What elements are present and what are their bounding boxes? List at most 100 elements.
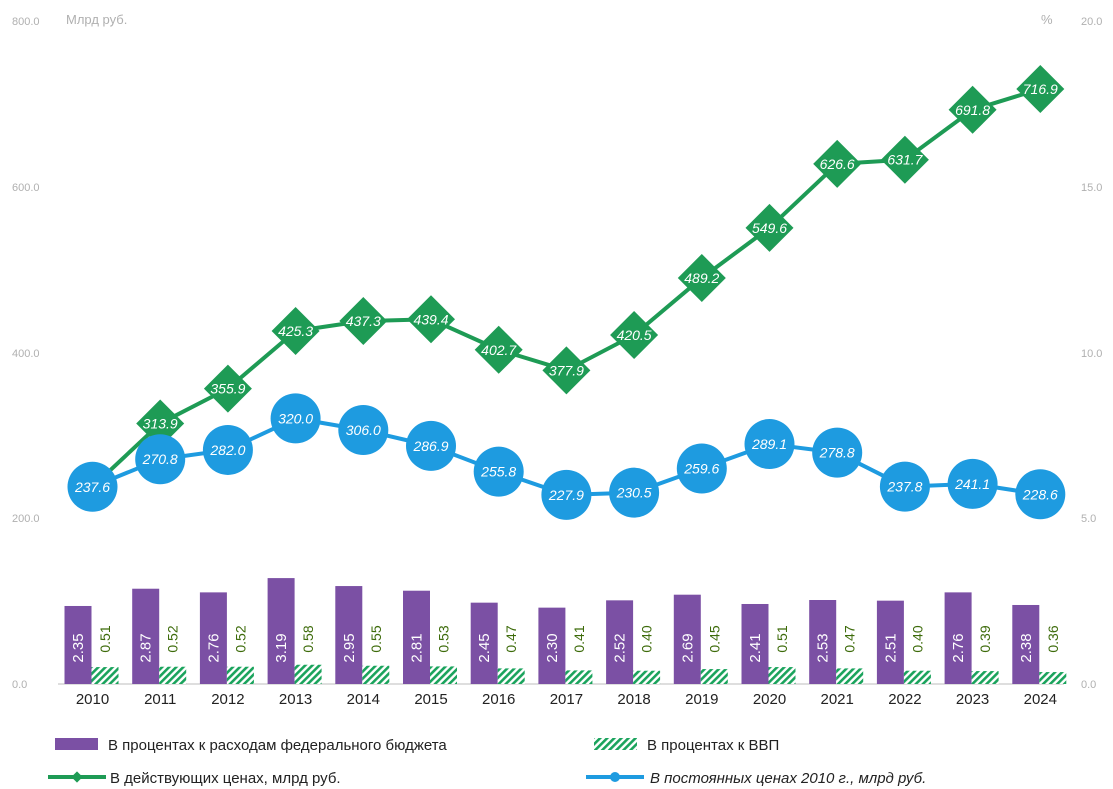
right-tick: 5.0 <box>1081 513 1096 525</box>
bar-gdp-share <box>700 669 728 684</box>
point-label-current-prices: 313.9 <box>143 415 178 431</box>
right-axis-unit: % <box>1041 12 1053 27</box>
left-tick: 0.0 <box>12 679 27 691</box>
bar-gdp-share <box>159 666 187 684</box>
bar-gdp-share <box>497 668 525 684</box>
bar-label-budget-share: 2.81 <box>409 633 426 662</box>
legend: В процентах к расходам федерального бюдж… <box>48 737 926 787</box>
point-constant-prices <box>541 469 592 520</box>
point-constant-prices <box>406 420 456 471</box>
point-label-constant-prices: 286.9 <box>412 438 448 454</box>
point-label-constant-prices: 282.0 <box>209 442 245 458</box>
left-tick: 800.0 <box>12 16 40 28</box>
legend-item-constant-prices[interactable]: В постоянных ценах 2010 г., млрд руб. <box>586 770 926 787</box>
point-label-constant-prices: 227.9 <box>548 487 584 503</box>
legend-item-budget-share[interactable]: В процентах к расходам федерального бюдж… <box>55 737 447 754</box>
right-axis-ticks: 0.0 5.0 10.0 15.0 20.0 <box>1081 16 1102 691</box>
left-axis-ticks: 0.0 200.0 400.0 600.0 800.0 <box>12 16 40 691</box>
point-current-prices <box>407 295 455 344</box>
point-label-current-prices: 631.7 <box>887 152 923 168</box>
right-tick: 0.0 <box>1081 679 1096 691</box>
left-tick: 400.0 <box>12 348 40 360</box>
bar-label-budget-share: 2.38 <box>1018 633 1035 662</box>
point-constant-prices <box>676 443 727 494</box>
bar-label-gdp-share: 0.47 <box>842 625 858 652</box>
bar-budget-share <box>538 607 566 684</box>
bar-budget-share <box>199 592 227 684</box>
point-label-current-prices: 439.4 <box>413 311 448 327</box>
point-label-constant-prices: 278.8 <box>819 445 855 461</box>
point-label-constant-prices: 259.6 <box>683 461 719 477</box>
x-tick-label: 2014 <box>347 691 380 708</box>
bar-gdp-share <box>362 665 390 684</box>
point-label-current-prices: 355.9 <box>210 381 245 397</box>
point-constant-prices <box>812 427 863 478</box>
point-label-constant-prices: 289.1 <box>751 436 787 452</box>
bar-label-budget-share: 2.69 <box>679 633 696 662</box>
x-tick-label: 2023 <box>956 691 989 708</box>
bar-budget-share <box>267 578 295 684</box>
left-tick: 600.0 <box>12 182 40 194</box>
bar-gdp-share <box>971 671 999 684</box>
lines-layer: 313.9 355.9 425.3 437.3 439.4 402.7 377.9 420.5… <box>67 64 1066 520</box>
bar-budget-share <box>132 588 160 684</box>
point-current-prices <box>339 297 388 346</box>
legend-item-gdp-share[interactable]: В процентах к ВВП <box>594 737 779 754</box>
x-tick-label: 2010 <box>76 691 109 708</box>
bar-gdp-share <box>294 664 322 684</box>
point-label-current-prices: 437.3 <box>346 313 381 329</box>
point-current-prices <box>948 85 997 134</box>
point-label-constant-prices: 320.0 <box>278 410 313 426</box>
bar-label-budget-share: 2.76 <box>205 633 222 662</box>
bar-budget-share <box>606 600 634 684</box>
point-constant-prices <box>947 458 998 509</box>
legend-marker-constant-prices <box>610 772 620 782</box>
left-tick: 200.0 <box>12 513 40 525</box>
bar-label-gdp-share: 0.45 <box>706 625 722 652</box>
legend-marker-current-prices <box>71 771 83 783</box>
legend-swatch-gdp-share <box>594 738 637 750</box>
bars-layer: 2.35 0.51 2.87 0.52 2.76 0.52 3.19 0.58 2.95 0.55… <box>64 578 1067 684</box>
point-current-prices <box>474 325 523 374</box>
legend-label-current-prices: В действующих ценах, млрд руб. <box>110 770 341 787</box>
x-tick-label: 2011 <box>144 691 176 708</box>
bar-label-gdp-share: 0.52 <box>165 625 181 652</box>
point-label-current-prices: 402.7 <box>481 342 517 358</box>
point-current-prices <box>745 203 794 252</box>
point-current-prices <box>813 139 862 188</box>
point-constant-prices <box>338 405 389 456</box>
right-tick: 10.0 <box>1081 348 1102 360</box>
point-label-constant-prices: 237.6 <box>74 479 110 495</box>
bar-label-budget-share: 2.35 <box>70 633 87 662</box>
point-current-prices <box>1016 64 1065 113</box>
legend-label-gdp-share: В процентах к ВВП <box>647 737 779 754</box>
point-label-constant-prices: 241.1 <box>954 476 990 492</box>
point-current-prices <box>542 346 591 395</box>
point-constant-prices <box>135 434 186 485</box>
bar-budget-share <box>741 603 769 684</box>
bar-budget-share <box>809 600 837 684</box>
x-tick-label: 2020 <box>753 691 786 708</box>
point-constant-prices <box>67 461 118 512</box>
bar-budget-share <box>470 602 498 684</box>
bar-label-gdp-share: 0.53 <box>436 625 452 652</box>
point-constant-prices <box>879 461 930 512</box>
point-current-prices <box>271 307 320 356</box>
bar-budget-share <box>335 586 363 684</box>
bar-budget-share <box>673 594 701 684</box>
bar-budget-share <box>876 600 904 684</box>
point-label-current-prices: 549.6 <box>752 220 787 236</box>
legend-label-constant-prices: В постоянных ценах 2010 г., млрд руб. <box>650 770 926 787</box>
legend-item-current-prices[interactable]: В действующих ценах, млрд руб. <box>48 770 341 787</box>
bar-label-gdp-share: 0.39 <box>977 625 993 652</box>
x-tick-label: 2015 <box>414 691 447 708</box>
legend-label-budget-share: В процентах к расходам федерального бюдж… <box>108 737 447 754</box>
bar-label-gdp-share: 0.36 <box>1045 625 1061 652</box>
point-constant-prices <box>744 419 795 470</box>
bar-label-budget-share: 3.19 <box>273 633 290 662</box>
point-current-prices <box>203 364 252 413</box>
point-constant-prices <box>473 446 524 497</box>
bar-label-budget-share: 2.53 <box>815 633 832 662</box>
point-label-current-prices: 691.8 <box>955 102 990 118</box>
